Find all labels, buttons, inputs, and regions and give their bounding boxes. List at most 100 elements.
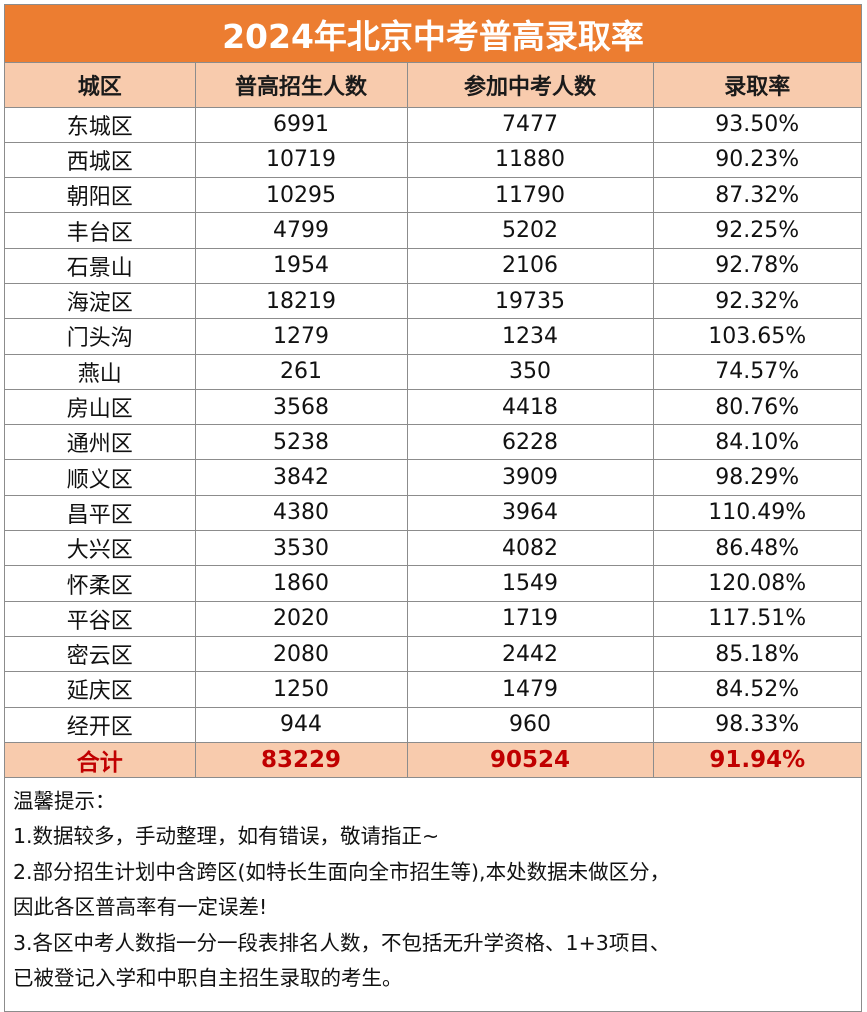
cell-district: 怀柔区 xyxy=(5,565,196,602)
cell-enrollment: 3842 xyxy=(195,459,408,496)
table-row: 昌平区 4380 3964 110.49% xyxy=(5,495,861,532)
admission-table: 城区 普高招生人数 参加中考人数 录取率 东城区 6991 7477 93.50% 西… xyxy=(5,63,861,778)
note-line: 1.数据较多，手动整理，如有错误，敬请指正~ xyxy=(13,824,440,849)
cell-rate: 110.49% xyxy=(653,495,861,532)
cell-district: 密云区 xyxy=(5,636,196,673)
cell-examinees: 11790 xyxy=(407,177,654,214)
cell-examinees: 2442 xyxy=(407,636,654,673)
cell-examinees: 1479 xyxy=(407,671,654,708)
cell-rate: 117.51% xyxy=(653,601,861,637)
cell-examinees: 7477 xyxy=(407,107,654,143)
cell-enrollment: 3568 xyxy=(195,389,408,426)
cell-district: 平谷区 xyxy=(5,601,196,637)
table-row: 丰台区 4799 5202 92.25% xyxy=(5,212,861,249)
cell-rate: 92.25% xyxy=(653,212,861,249)
cell-examinees: 4082 xyxy=(407,530,654,567)
note-line: 因此各区普高率有一定误差! xyxy=(13,895,268,920)
cell-rate: 98.33% xyxy=(653,707,861,743)
table-row: 朝阳区 10295 11790 87.32% xyxy=(5,177,861,214)
table-row: 平谷区 2020 1719 117.51% xyxy=(5,601,861,637)
cell-district: 石景山 xyxy=(5,248,196,284)
cell-district: 东城区 xyxy=(5,107,196,143)
total-examinees: 90524 xyxy=(407,742,654,778)
cell-rate: 87.32% xyxy=(653,177,861,214)
cell-district: 经开区 xyxy=(5,707,196,743)
cell-district: 燕山 xyxy=(5,354,196,390)
total-rate: 91.94% xyxy=(653,742,861,778)
cell-district: 通州区 xyxy=(5,424,196,461)
cell-district: 西城区 xyxy=(5,142,196,179)
admission-rate-sheet: 2024年北京中考普高录取率 城区 普高招生人数 参加中考人数 录取率 东城区 6… xyxy=(4,4,862,1012)
cell-rate: 84.52% xyxy=(653,671,861,708)
table-row: 海淀区 18219 19735 92.32% xyxy=(5,283,861,320)
notes-heading: 温馨提示： xyxy=(13,788,116,813)
table-row: 西城区 10719 11880 90.23% xyxy=(5,142,861,179)
cell-examinees: 11880 xyxy=(407,142,654,179)
cell-district: 丰台区 xyxy=(5,212,196,249)
cell-rate: 80.76% xyxy=(653,389,861,426)
cell-rate: 74.57% xyxy=(653,354,861,390)
header-district: 城区 xyxy=(5,63,196,108)
table-row: 燕山 261 350 74.57% xyxy=(5,354,861,390)
cell-examinees: 350 xyxy=(407,354,654,390)
cell-examinees: 1549 xyxy=(407,565,654,602)
cell-enrollment: 2020 xyxy=(195,601,408,637)
cell-rate: 84.10% xyxy=(653,424,861,461)
cell-rate: 93.50% xyxy=(653,107,861,143)
cell-enrollment: 4380 xyxy=(195,495,408,532)
cell-enrollment: 1954 xyxy=(195,248,408,284)
note-line: 已被登记入学和中职自主招生录取的考生。 xyxy=(13,966,403,991)
header-rate: 录取率 xyxy=(653,63,861,108)
table-row: 门头沟 1279 1234 103.65% xyxy=(5,318,861,355)
cell-examinees: 2106 xyxy=(407,248,654,284)
cell-enrollment: 5238 xyxy=(195,424,408,461)
table-row: 通州区 5238 6228 84.10% xyxy=(5,424,861,461)
cell-examinees: 3909 xyxy=(407,459,654,496)
total-enrollment: 83229 xyxy=(195,742,408,778)
note-line: 2.部分招生计划中含跨区(如特长生面向全市招生等),本处数据未做区分， xyxy=(13,859,671,884)
cell-examinees: 5202 xyxy=(407,212,654,249)
cell-rate: 90.23% xyxy=(653,142,861,179)
table-row: 房山区 3568 4418 80.76% xyxy=(5,389,861,426)
cell-district: 房山区 xyxy=(5,389,196,426)
table-row: 东城区 6991 7477 93.50% xyxy=(5,107,861,143)
total-row: 合计 83229 90524 91.94% xyxy=(5,742,861,778)
header-enrollment: 普高招生人数 xyxy=(195,63,408,108)
cell-rate: 92.78% xyxy=(653,248,861,284)
cell-district: 延庆区 xyxy=(5,671,196,708)
page-title: 2024年北京中考普高录取率 xyxy=(5,5,861,63)
table-row: 石景山 1954 2106 92.78% xyxy=(5,248,861,284)
cell-examinees: 19735 xyxy=(407,283,654,320)
header-examinees: 参加中考人数 xyxy=(407,63,654,108)
cell-enrollment: 1860 xyxy=(195,565,408,602)
cell-enrollment: 18219 xyxy=(195,283,408,320)
cell-district: 朝阳区 xyxy=(5,177,196,214)
cell-rate: 120.08% xyxy=(653,565,861,602)
note-line: 3.各区中考人数指一分一段表排名人数，不包括无升学资格、1+3项目、 xyxy=(13,930,671,955)
cell-enrollment: 6991 xyxy=(195,107,408,143)
cell-examinees: 6228 xyxy=(407,424,654,461)
cell-district: 顺义区 xyxy=(5,459,196,496)
table-row: 顺义区 3842 3909 98.29% xyxy=(5,459,861,496)
cell-district: 门头沟 xyxy=(5,318,196,355)
cell-rate: 86.48% xyxy=(653,530,861,567)
cell-enrollment: 2080 xyxy=(195,636,408,673)
cell-enrollment: 4799 xyxy=(195,212,408,249)
cell-enrollment: 3530 xyxy=(195,530,408,567)
table-row: 大兴区 3530 4082 86.48% xyxy=(5,530,861,567)
table-row: 密云区 2080 2442 85.18% xyxy=(5,636,861,673)
cell-enrollment: 1279 xyxy=(195,318,408,355)
table-row: 怀柔区 1860 1549 120.08% xyxy=(5,565,861,602)
cell-enrollment: 261 xyxy=(195,354,408,390)
cell-rate: 85.18% xyxy=(653,636,861,673)
header-row: 城区 普高招生人数 参加中考人数 录取率 xyxy=(5,63,861,108)
cell-enrollment: 10295 xyxy=(195,177,408,214)
cell-examinees: 3964 xyxy=(407,495,654,532)
notes-section: 温馨提示： 1.数据较多，手动整理，如有错误，敬请指正~ 2.部分招生计划中含跨… xyxy=(5,778,861,1011)
cell-district: 昌平区 xyxy=(5,495,196,532)
total-label: 合计 xyxy=(5,742,196,778)
cell-examinees: 1719 xyxy=(407,601,654,637)
cell-rate: 98.29% xyxy=(653,459,861,496)
cell-district: 海淀区 xyxy=(5,283,196,320)
table-row: 经开区 944 960 98.33% xyxy=(5,707,861,743)
